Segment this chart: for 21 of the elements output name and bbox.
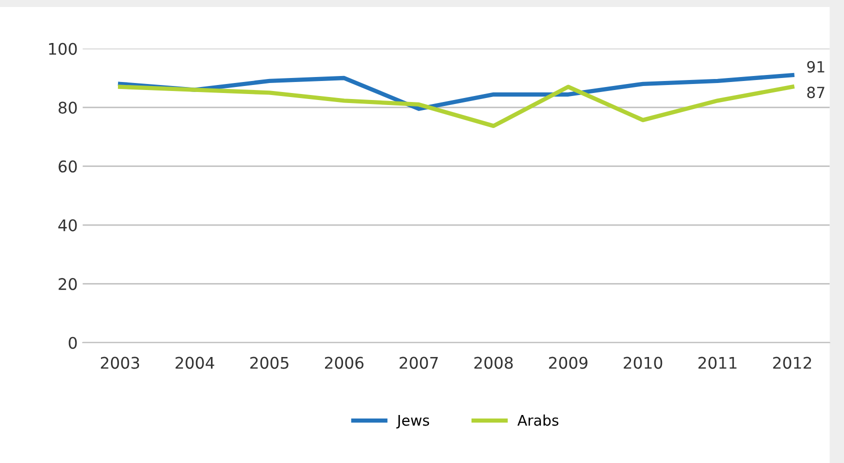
x-tick-label: 2012 — [773, 356, 812, 369]
x-tick-label: 2011 — [698, 356, 736, 369]
x-tick-label: 2006 — [324, 356, 364, 369]
annotation: 91 — [807, 61, 824, 73]
x-tick-label: 2010 — [624, 356, 662, 369]
x-tick-label: 2008 — [474, 356, 513, 369]
annotation: 87 — [807, 86, 824, 98]
legend-label: Arabs — [517, 414, 558, 426]
y-tick-label: 40 — [58, 219, 77, 232]
x-tick-label: 2004 — [176, 356, 214, 369]
y-tick-label: 60 — [58, 160, 77, 173]
x-tick-label: 2009 — [549, 356, 588, 369]
x-tick-label: 2005 — [250, 356, 288, 369]
line-series — [118, 84, 794, 128]
y-tick-label: 100 — [49, 42, 77, 55]
x-tick-label: 2003 — [100, 356, 140, 369]
y-tick-label: 20 — [58, 278, 77, 290]
legend-label: Jews — [396, 414, 430, 429]
y-tick-label: 80 — [58, 102, 77, 114]
y-tick-label: 0 — [68, 336, 77, 349]
x-tick-label: 2007 — [400, 356, 438, 369]
